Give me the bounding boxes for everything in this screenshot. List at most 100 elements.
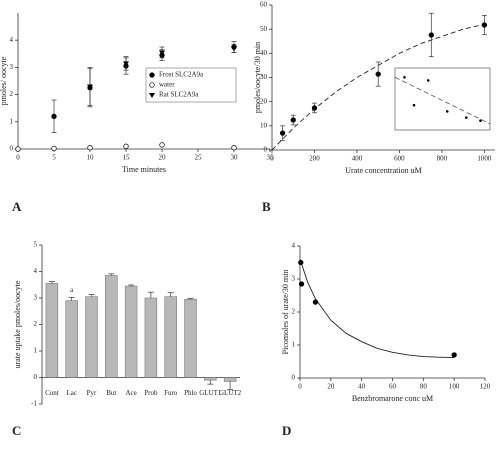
- data-point: [123, 143, 129, 149]
- inset-frame: [394, 67, 491, 131]
- annotation: a: [70, 286, 74, 294]
- y-tick-label: 0: [264, 146, 268, 154]
- data-point: [123, 61, 129, 67]
- x-tick-label: But: [106, 389, 116, 397]
- inset-point: [403, 76, 406, 79]
- y-tick-label: 2: [292, 308, 296, 316]
- x-tick-label: 1000: [477, 155, 492, 163]
- inset-point: [426, 79, 430, 82]
- y-tick-label: 2: [10, 90, 14, 98]
- x-axis-label: Time minutes: [122, 165, 166, 174]
- y-tick-label: 0: [34, 373, 38, 381]
- inset-fit: [394, 77, 491, 125]
- y-tick-label: 5: [34, 241, 38, 249]
- x-tick-label: 20: [327, 383, 335, 391]
- x-tick-label: Ace: [125, 389, 136, 397]
- bar: [45, 283, 59, 378]
- x-tick-label: 35: [267, 154, 275, 162]
- x-tick-label: 200: [309, 155, 320, 163]
- data-point: [87, 144, 93, 151]
- bar: [204, 377, 217, 381]
- data-point: [15, 146, 21, 152]
- y-tick-label: 1: [292, 341, 296, 349]
- bar: [164, 296, 177, 378]
- bar: [85, 296, 98, 378]
- y-tick-label: 40: [260, 49, 268, 57]
- data-point: [428, 32, 434, 38]
- data-point: [159, 50, 165, 56]
- data-point: [159, 142, 165, 148]
- legend-label: Rat SLC2A9a: [159, 91, 199, 99]
- legend-marker: [149, 93, 155, 98]
- x-axis-label: Urate concentration uM: [345, 166, 421, 175]
- inset-point: [464, 116, 468, 119]
- y-tick-label: 4: [34, 267, 38, 275]
- x-tick-label: 25: [195, 154, 203, 162]
- data-point: [375, 71, 381, 77]
- data-point: [231, 144, 237, 151]
- x-tick-label: Lac: [66, 389, 77, 397]
- x-tick-label: Furo: [164, 389, 178, 397]
- panel-letter: C: [12, 423, 21, 438]
- bar: [65, 300, 78, 378]
- y-tick-label: -1: [31, 400, 37, 408]
- panel-letter: B: [262, 199, 271, 214]
- x-tick-label: 60: [389, 383, 397, 391]
- y-tick-label: 60: [260, 1, 268, 9]
- x-tick-label: Phlo: [184, 389, 197, 397]
- x-tick-label: 15: [123, 154, 131, 162]
- inset-point: [479, 119, 482, 122]
- x-tick-label: 10: [87, 154, 95, 162]
- bar: [144, 297, 158, 378]
- data-point: [51, 145, 57, 152]
- y-axis-label: pmoles/oocyte/30 min: [253, 42, 262, 113]
- y-tick-label: 0: [292, 374, 296, 382]
- data-point: [311, 105, 318, 111]
- data-point: [298, 259, 304, 266]
- bar: [124, 285, 138, 378]
- y-tick-label: 10: [260, 121, 268, 129]
- x-axis-label: Benzbromarone conc uM: [352, 394, 433, 403]
- data-point: [231, 46, 237, 52]
- fit-curve: [299, 259, 455, 358]
- x-tick-label: Cont: [45, 389, 59, 397]
- x-tick-label: 400: [352, 155, 363, 163]
- legend-marker: [149, 82, 155, 88]
- legend-label: water: [159, 81, 175, 89]
- y-tick-label: 4: [10, 36, 14, 44]
- inset-point: [445, 110, 449, 113]
- panel-letter: A: [12, 199, 22, 214]
- y-tick-label: 2: [34, 320, 38, 328]
- data-point: [481, 22, 488, 28]
- legend-marker: [149, 72, 155, 78]
- inset-point: [412, 103, 416, 107]
- x-tick-label: 100: [449, 383, 460, 391]
- x-tick-label: 0: [16, 154, 20, 162]
- y-tick-label: 1: [10, 117, 14, 125]
- y-tick-label: 3: [34, 294, 38, 302]
- legend-label: Frost SLC2A9a: [159, 71, 204, 79]
- x-tick-label: 30: [231, 154, 239, 162]
- x-tick-label: 600: [394, 155, 405, 163]
- data-point: [51, 113, 57, 120]
- bar: [223, 377, 237, 382]
- y-axis-label: pmoles/ oocyte: [0, 56, 8, 105]
- x-tick-label: 0: [298, 383, 302, 391]
- x-tick-label: 800: [437, 155, 448, 163]
- y-tick-label: 0: [10, 145, 14, 153]
- x-tick-label: 40: [358, 383, 366, 391]
- x-tick-label: 0: [270, 155, 274, 163]
- panel-letter: D: [282, 423, 291, 438]
- y-tick-label: 30: [260, 73, 268, 81]
- data-point: [279, 130, 286, 136]
- x-tick-label: 80: [420, 383, 428, 391]
- bar: [184, 299, 197, 378]
- y-tick-label: 4: [292, 242, 296, 250]
- data-point: [312, 299, 319, 305]
- y-tick-label: 3: [10, 63, 14, 71]
- data-point: [451, 352, 457, 358]
- data-point: [298, 281, 305, 287]
- bar: [105, 275, 118, 378]
- x-tick-label: GLUT1: [199, 389, 222, 397]
